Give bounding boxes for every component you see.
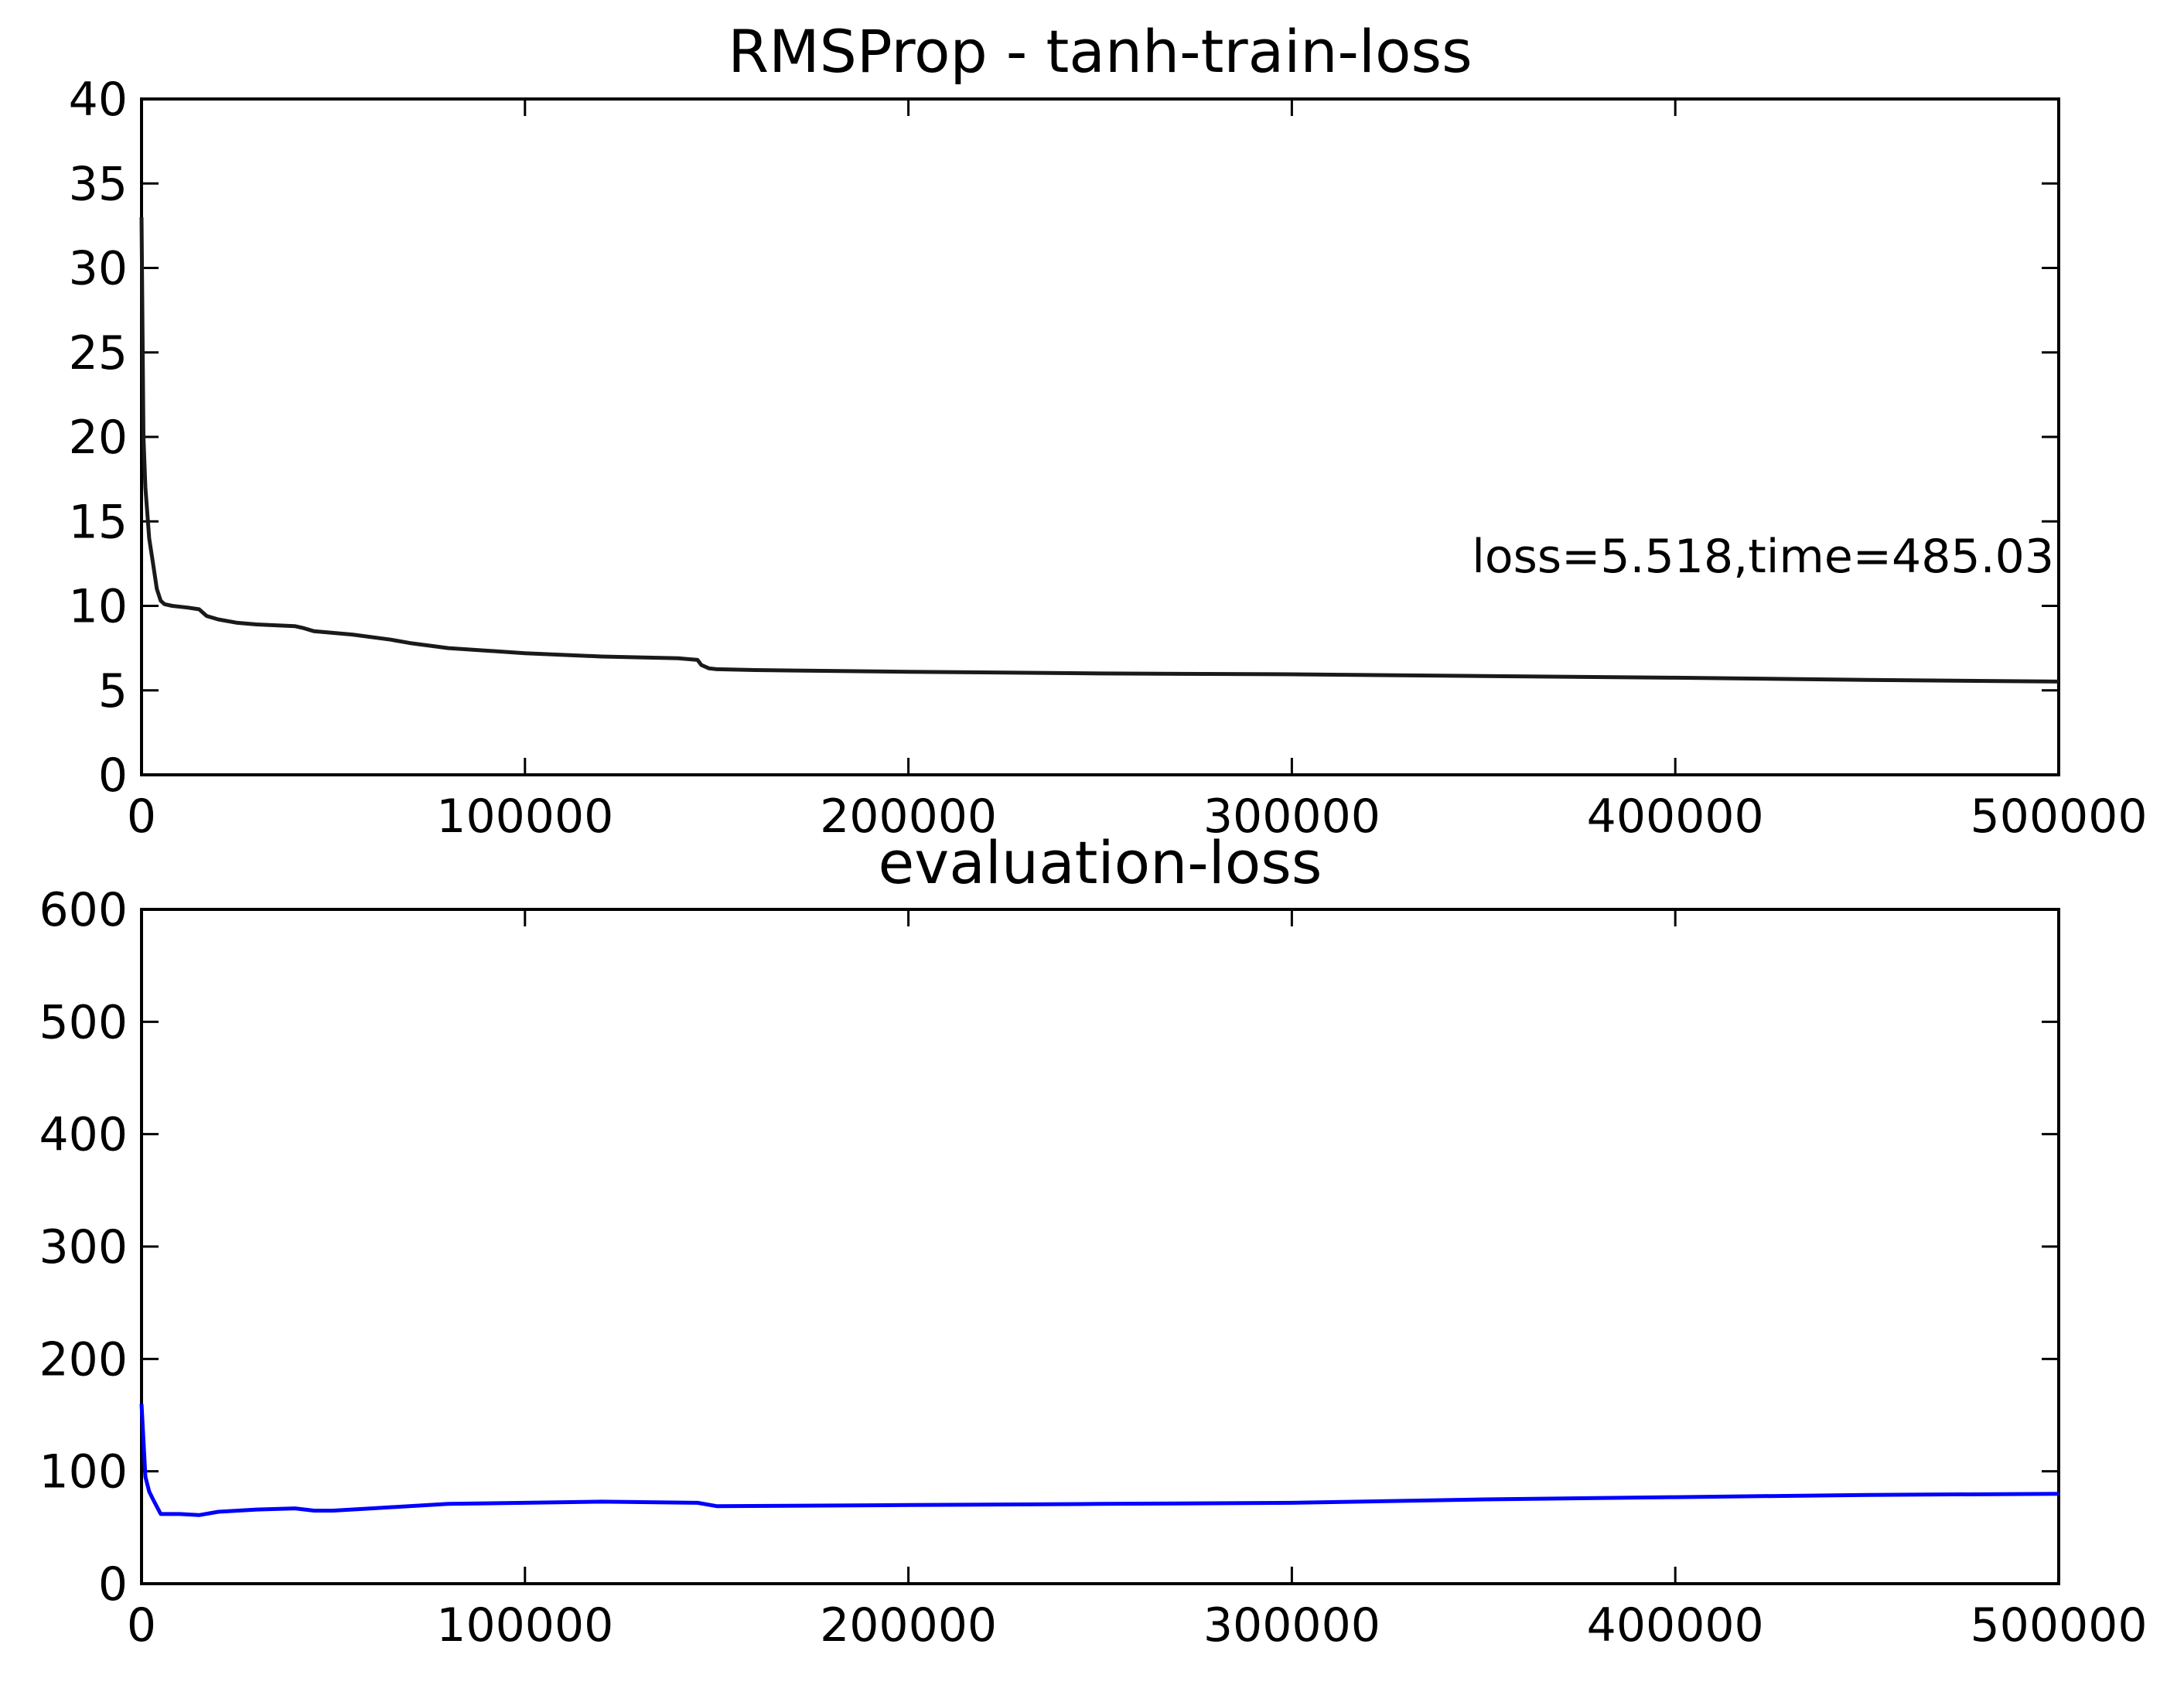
x-tick-label: 300000 xyxy=(1203,790,1380,844)
chart-title: evaluation-loss xyxy=(879,828,1322,897)
x-tick-label: 400000 xyxy=(1587,1598,1764,1653)
y-tick-label: 400 xyxy=(39,1108,128,1162)
y-tick-label: 600 xyxy=(39,883,128,937)
y-tick-label: 100 xyxy=(39,1445,128,1499)
chart-panel-2: evaluation-loss 0 100 200 300 400 500 600 0 10000… xyxy=(39,828,2147,1653)
y-tick-label: 35 xyxy=(69,157,128,211)
x-tick-label: 200000 xyxy=(820,790,997,844)
y-tick-label: 200 xyxy=(39,1332,128,1387)
x-tick-label: 500000 xyxy=(1970,790,2147,844)
series-line-1 xyxy=(139,1404,2059,1517)
y-tick-label: 20 xyxy=(69,411,128,465)
y-tick-label: 300 xyxy=(39,1220,128,1274)
y-tick-label: 500 xyxy=(39,995,128,1049)
y-tick-label: 25 xyxy=(69,326,128,380)
y-tick-label: 0 xyxy=(98,1557,128,1612)
x-tick-label: 300000 xyxy=(1203,1598,1380,1653)
x-tick-label: 500000 xyxy=(1970,1598,2147,1653)
y-tick-label: 30 xyxy=(69,242,128,296)
x-tick-label: 200000 xyxy=(820,1598,997,1653)
y-tick-label: 10 xyxy=(69,580,128,634)
chart-title: RMSProp - tanh-train-loss xyxy=(728,17,1472,86)
plot-frame xyxy=(140,908,2060,1585)
series-line-1 xyxy=(139,217,2059,684)
y-tick-label: 0 xyxy=(98,749,128,803)
loss-time-annotation: loss=5.518,time=485.03 xyxy=(1472,530,2054,584)
x-tick-label: 0 xyxy=(127,790,156,844)
x-tick-label: 100000 xyxy=(436,1598,613,1653)
chart-panel-1: RMSProp - tanh-train-loss 0 5 10 15 20 25 30 35 4… xyxy=(69,17,2148,844)
x-tick-label: 100000 xyxy=(436,790,613,844)
y-tick-label: 40 xyxy=(69,73,128,127)
y-tick-label: 15 xyxy=(69,495,128,549)
y-tick-label: 5 xyxy=(98,664,128,718)
x-tick-label: 0 xyxy=(127,1598,156,1653)
x-tick-label: 400000 xyxy=(1587,790,1764,844)
